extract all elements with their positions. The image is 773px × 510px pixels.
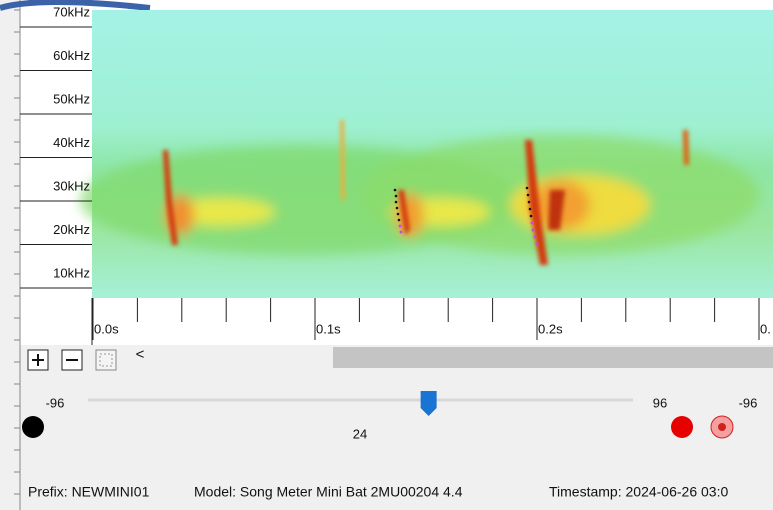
time-label: 0.1s (316, 321, 341, 336)
logo-swoosh (0, 0, 151, 11)
freq-label: 30kHz (53, 178, 90, 193)
slider-max-label: 96 (653, 395, 667, 410)
time-label: 0.2s (538, 321, 563, 336)
scroll-left[interactable]: < (136, 346, 145, 363)
time-label: 0.0s (94, 321, 119, 336)
slider-thumb[interactable] (420, 391, 437, 416)
gain-label: -96 (739, 395, 758, 410)
slider-value: 24 (353, 426, 367, 441)
status-model: Model: Song Meter Mini Bat 2MU00204 4.4 (194, 484, 463, 500)
scrollbar-thumb[interactable] (333, 347, 773, 368)
freq-label: 60kHz (53, 48, 90, 63)
zoom-in-icon (32, 354, 44, 366)
time-label: 0. (760, 321, 771, 336)
freq-label: 10kHz (53, 265, 90, 280)
slider-min-label: -96 (46, 395, 65, 410)
ruler (0, 0, 20, 510)
record-dot (718, 423, 726, 431)
status-prefix: Prefix: NEWMINI01 (28, 484, 150, 500)
black-level-button[interactable] (22, 416, 44, 438)
status-timestamp: Timestamp: 2024-06-26 03:0 (549, 484, 728, 500)
zoom-fit-button[interactable] (95, 349, 117, 371)
zoom-fit-icon (99, 353, 113, 367)
red-level-button[interactable] (671, 416, 693, 438)
freq-label: 70kHz (53, 4, 90, 19)
freq-label: 20kHz (53, 222, 90, 237)
spectrogram-image (80, 10, 773, 298)
freq-label: 40kHz (53, 135, 90, 150)
freq-label: 50kHz (53, 91, 90, 106)
